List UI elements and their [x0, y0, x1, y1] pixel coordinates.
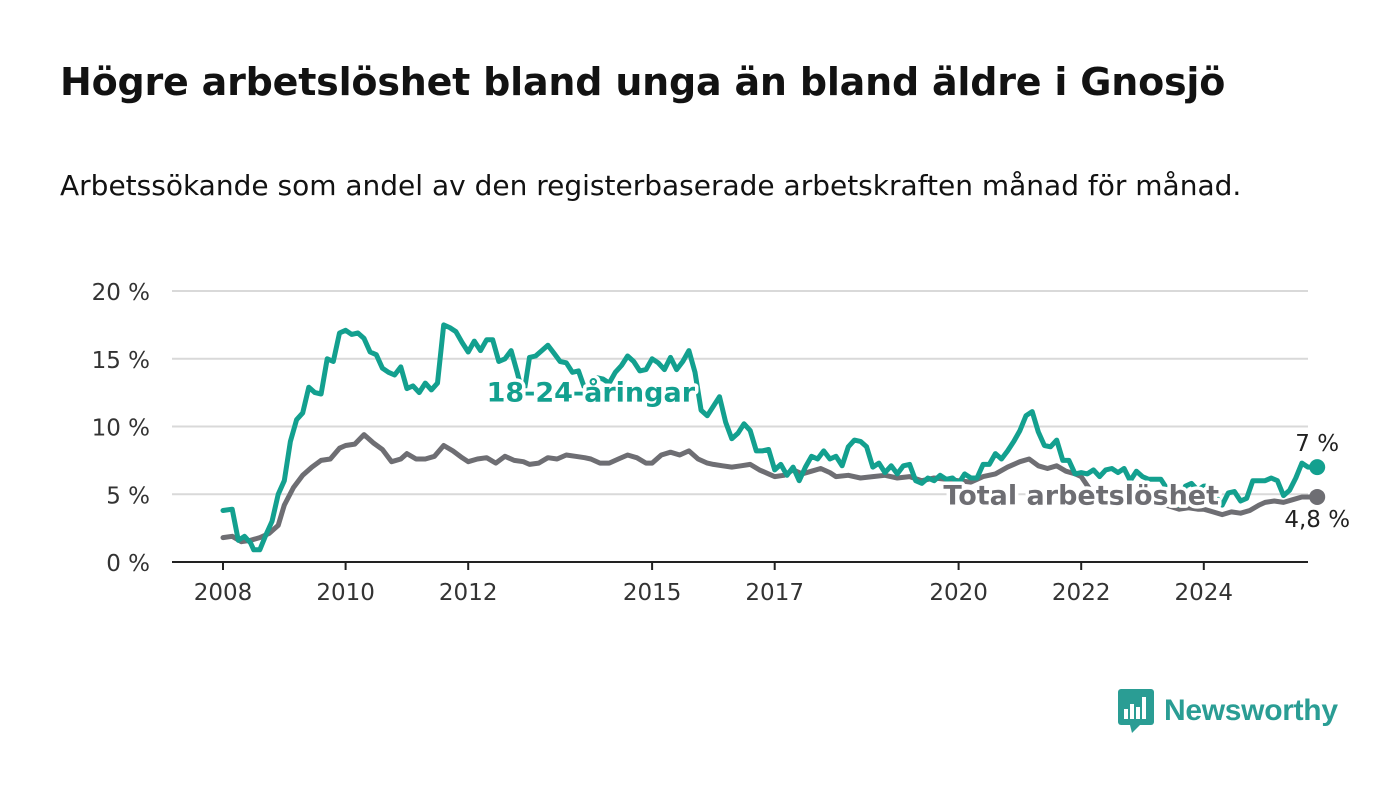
series-label-halo-youth: 18-24-åringar [487, 377, 696, 409]
y-tick-label: 10 % [92, 416, 150, 442]
y-tick-label: 0 % [106, 551, 150, 577]
series-label-total: Total arbetslöshet [943, 481, 1219, 512]
series-label-youth: 18-24-åringar [487, 377, 696, 409]
series-line-youth [220, 322, 1320, 553]
end-marker-youth [1309, 459, 1326, 476]
newsworthy-logo-icon [1118, 689, 1154, 733]
x-tick-label: 2022 [1052, 580, 1111, 606]
end-label-total: 4,8 % [1284, 507, 1350, 533]
chart-subtitle: Arbetssökande som andel av den registerb… [60, 169, 1242, 202]
x-tick-label: 2008 [194, 580, 253, 606]
x-tick-label: 2020 [929, 580, 988, 606]
series-label-halo-total: Total arbetslöshet [943, 481, 1219, 512]
end-label-youth: 7 % [1295, 431, 1339, 457]
newsworthy-logo: Newsworthy [1118, 689, 1338, 733]
x-tick-label: 2012 [439, 580, 498, 606]
y-tick-label: 5 % [106, 483, 150, 509]
y-tick-label: 20 % [92, 280, 150, 306]
series-line-total [220, 432, 1320, 545]
x-tick-label: 2017 [745, 580, 804, 606]
end-marker-total [1309, 488, 1326, 505]
y-tick-label: 15 % [92, 348, 150, 374]
x-tick-label: 2024 [1175, 580, 1234, 606]
x-tick-label: 2010 [316, 580, 375, 606]
x-tick-label: 2015 [623, 580, 682, 606]
newsworthy-logo-text: Newsworthy [1164, 694, 1338, 727]
chart-title: Högre arbetslöshet bland unga än bland ä… [60, 60, 1226, 104]
